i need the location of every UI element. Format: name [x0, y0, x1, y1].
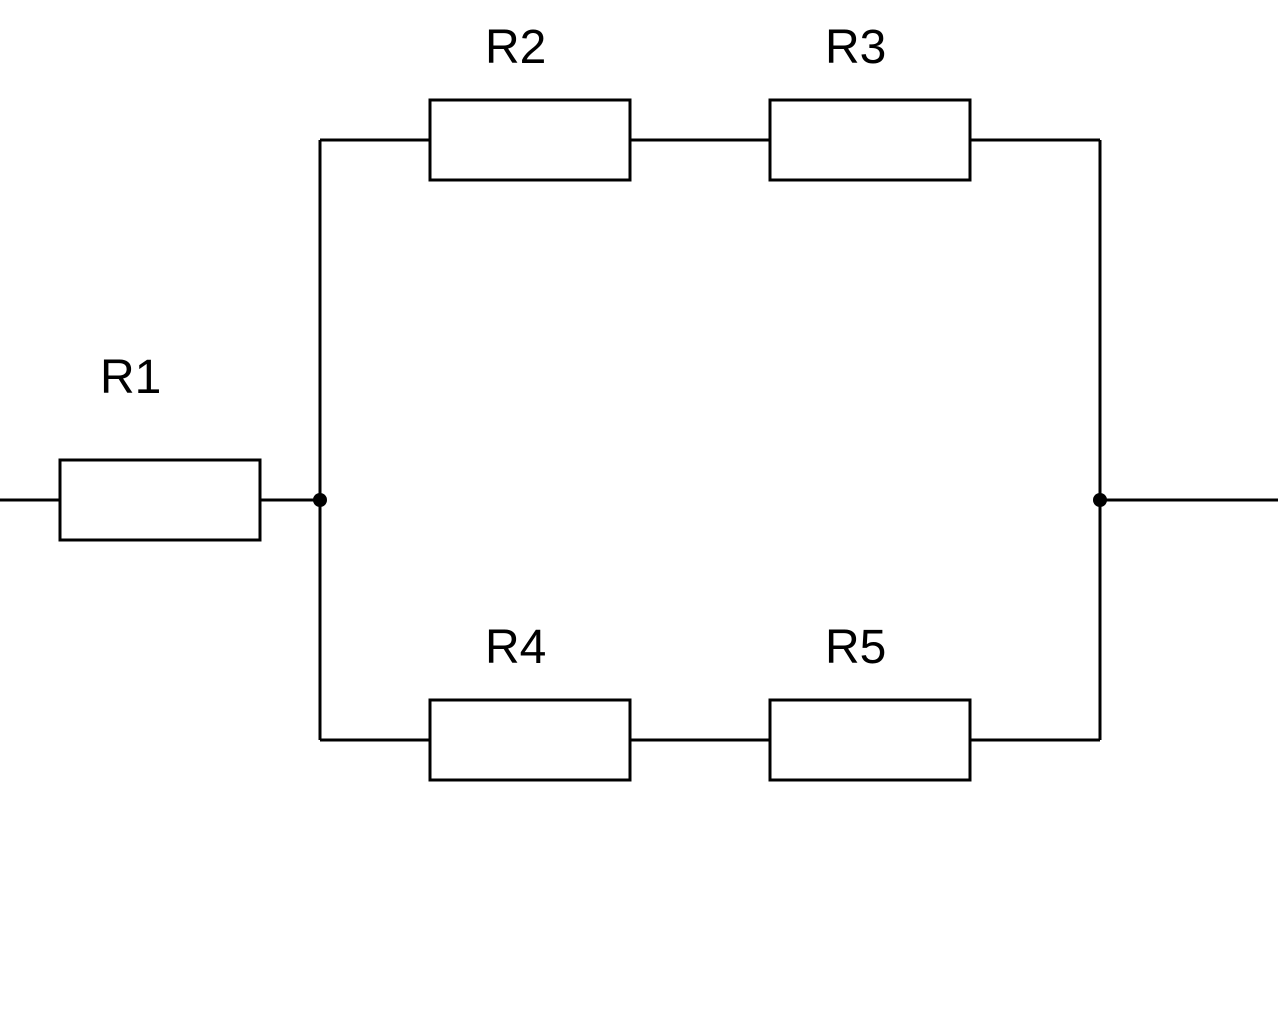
- resistor-r5: [770, 700, 970, 780]
- node-right_node: [1093, 493, 1107, 507]
- label-r2: R2: [485, 20, 546, 75]
- resistor-r2: [430, 100, 630, 180]
- resistor-r4: [430, 700, 630, 780]
- label-r4: R4: [485, 620, 546, 675]
- circuit-diagram: [0, 0, 1278, 1023]
- node-left_node: [313, 493, 327, 507]
- resistor-r1: [60, 460, 260, 540]
- label-r5: R5: [825, 620, 886, 675]
- resistor-r3: [770, 100, 970, 180]
- label-r3: R3: [825, 20, 886, 75]
- label-r1: R1: [100, 350, 161, 405]
